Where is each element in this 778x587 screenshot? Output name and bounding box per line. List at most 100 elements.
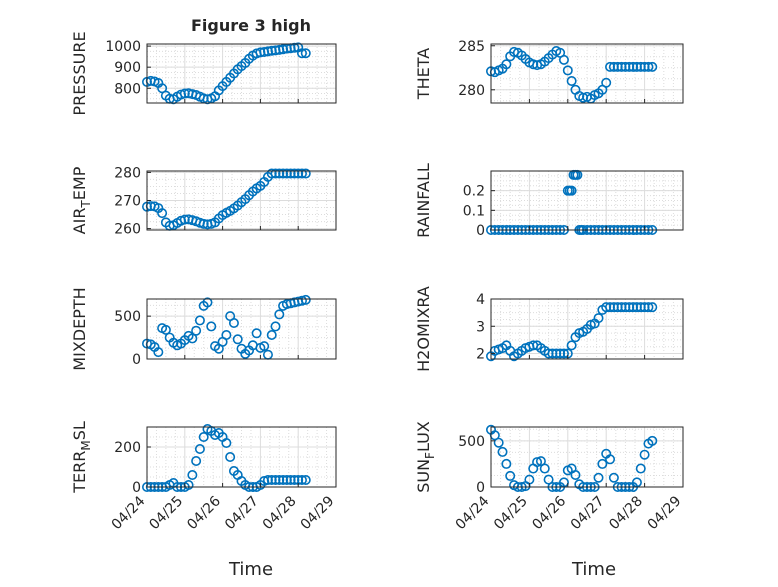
data-point	[274, 474, 285, 485]
data-point	[228, 317, 239, 328]
y-tick-label: 0.2	[463, 184, 485, 200]
plot-area	[147, 44, 336, 103]
data-point	[262, 474, 273, 485]
y-tick-label: 800	[114, 81, 141, 97]
subplot-5: 0 500 MIXDEPTH	[70, 287, 337, 371]
data-point	[558, 348, 569, 359]
data-series	[142, 294, 311, 360]
data-point	[278, 168, 289, 179]
data-point	[221, 329, 232, 340]
data-point	[635, 463, 646, 474]
data-point	[639, 449, 650, 460]
data-point	[179, 88, 190, 99]
data-point	[562, 65, 573, 76]
y-axis-label: SUNFLUX	[414, 421, 437, 493]
data-point	[296, 48, 307, 59]
axes-box	[146, 298, 337, 360]
data-point	[285, 168, 296, 179]
axes-box	[490, 43, 684, 104]
data-point	[300, 168, 311, 179]
data-point	[566, 75, 577, 86]
y-axis-label: RAINFALL	[414, 163, 433, 238]
data-point	[274, 168, 285, 179]
y-axis-label: H2OMIXRA	[414, 286, 433, 372]
data-point	[270, 321, 281, 332]
data-point	[266, 168, 277, 179]
axes-box	[490, 170, 684, 231]
y-axis-label: PRESSURE	[70, 31, 89, 115]
data-point	[501, 59, 512, 70]
y-tick-label: 285	[458, 39, 485, 55]
data-point	[157, 208, 168, 219]
data-point	[198, 431, 209, 442]
data-point	[593, 472, 604, 483]
axes-box	[146, 426, 337, 488]
data-point	[274, 309, 285, 320]
subplot-grid: 800 900 1000 PRESSURE 280 285 THETA 260 270 280 AI…	[70, 31, 684, 533]
data-series	[142, 42, 311, 105]
data-point	[570, 469, 581, 480]
data-point	[597, 458, 608, 469]
data-point	[647, 302, 658, 313]
subplot-4: 0 0.1 0.2 RAINFALL	[414, 163, 684, 239]
data-series	[485, 302, 658, 362]
data-point	[281, 474, 292, 485]
data-point	[194, 443, 205, 454]
data-point	[300, 294, 311, 305]
y-tick-label: 0	[132, 352, 141, 368]
data-point	[608, 472, 619, 483]
x-axis-label-right: Time	[571, 559, 616, 580]
y-tick-label: 0	[476, 480, 485, 496]
data-point	[160, 324, 171, 335]
data-point	[266, 329, 277, 340]
data-point	[281, 168, 292, 179]
data-point	[289, 168, 300, 179]
data-point	[179, 214, 190, 225]
data-point	[566, 185, 577, 196]
data-point	[266, 474, 277, 485]
y-tick-label: 3	[476, 319, 485, 335]
data-point	[493, 437, 504, 448]
data-point	[566, 340, 577, 351]
data-point	[289, 474, 300, 485]
y-tick-label: 0	[476, 223, 485, 239]
data-point	[270, 474, 281, 485]
data-point	[225, 451, 236, 462]
data-point	[501, 458, 512, 469]
data-point	[285, 474, 296, 485]
data-point	[505, 470, 516, 481]
data-point	[647, 61, 658, 72]
y-tick-label: 280	[458, 83, 485, 99]
data-point	[296, 295, 307, 306]
data-point	[198, 218, 209, 229]
x-axis-label-left: Time	[228, 559, 273, 580]
data-point	[251, 328, 262, 339]
data-point	[191, 325, 202, 336]
data-point	[187, 333, 198, 344]
y-tick-label: 280	[114, 165, 141, 181]
data-point	[643, 61, 654, 72]
data-point	[593, 313, 604, 324]
data-point	[202, 297, 213, 308]
data-point	[191, 455, 202, 466]
y-tick-label: 500	[114, 309, 141, 325]
y-tick-label: 4	[476, 292, 485, 308]
data-point	[278, 474, 289, 485]
subplot-6: 2 3 4 H2OMIXRA	[414, 286, 684, 372]
data-point	[221, 437, 232, 448]
data-point	[153, 347, 164, 358]
data-point	[643, 302, 654, 313]
y-tick-label: 0	[132, 480, 141, 496]
data-point	[194, 315, 205, 326]
y-axis-label: AIRTEMP	[70, 166, 93, 234]
y-axis-label: TERRMSL	[70, 421, 93, 494]
figure-title: Figure 3 high	[191, 16, 311, 35]
y-tick-label: 270	[114, 194, 141, 210]
y-axis-label: MIXDEPTH	[70, 287, 89, 370]
data-point	[293, 168, 304, 179]
data-point	[532, 457, 543, 468]
data-point	[647, 435, 658, 446]
y-axis-label: THETA	[414, 48, 433, 100]
data-series	[142, 168, 311, 231]
